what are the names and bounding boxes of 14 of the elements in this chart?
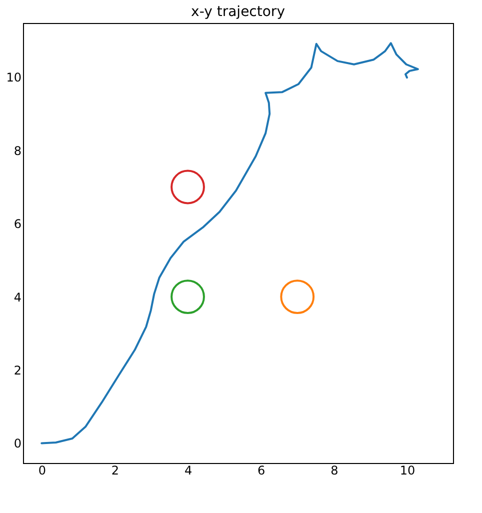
y-tick-label: 0 [14, 436, 22, 451]
x-tick-label: 2 [111, 464, 120, 478]
x-tick-label: 10 [400, 464, 416, 478]
y-tick-label: 4 [14, 290, 22, 304]
y-tick-label: 6 [14, 217, 22, 232]
x-tick-label: 8 [330, 464, 338, 478]
y-tick-label: 10 [6, 70, 22, 85]
x-tick-label: 6 [258, 464, 266, 478]
x-tick-label: 4 [184, 464, 192, 478]
y-tick-label: 8 [14, 144, 22, 158]
line-series [40, 42, 419, 444]
y-tick-label: 2 [14, 364, 22, 378]
chart-title: x-y trajectory [191, 4, 285, 20]
x-tick-label: 0 [38, 464, 46, 478]
